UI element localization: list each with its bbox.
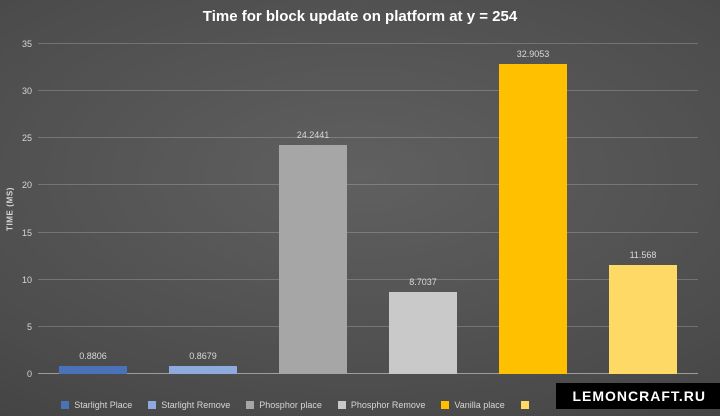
gridline	[38, 137, 698, 139]
legend-item	[520, 401, 529, 409]
bar-vanilla-place	[498, 63, 568, 374]
legend-label: Starlight Remove	[161, 400, 231, 410]
legend-swatch-icon	[441, 401, 450, 409]
gridline	[38, 43, 698, 44]
y-tick-label: 15	[21, 227, 32, 238]
bar-value-label: 24.2441	[296, 130, 330, 141]
gridline	[38, 373, 698, 374]
legend-swatch-icon	[246, 401, 255, 409]
gridline	[38, 325, 698, 327]
legend-label: Vanilla place	[454, 400, 505, 410]
legend: Starlight Place Starlight Remove Phosphor …	[0, 400, 590, 410]
legend-item: Phosphor place	[246, 400, 322, 410]
gridline	[38, 231, 698, 233]
watermark: LEMONCRAFT.RU	[556, 383, 720, 409]
legend-label: Starlight Place	[74, 400, 133, 410]
y-tick-label: 20	[21, 180, 32, 191]
y-tick-label: 0	[26, 369, 32, 379]
bar-value-label: 11.568	[629, 249, 657, 260]
y-tick-label: 10	[21, 274, 32, 285]
gridline	[38, 90, 698, 92]
legend-label: Phosphor place	[259, 400, 322, 410]
y-tick-label: 25	[21, 133, 32, 144]
legend-item: Starlight Remove	[148, 400, 230, 410]
legend-item: Starlight Place	[61, 400, 132, 410]
bar-value-label: 0.8679	[189, 350, 217, 361]
bar-value-label: 8.7037	[409, 276, 437, 287]
bar-starlight-place	[58, 365, 128, 374]
legend-label: Phosphor Remove	[350, 400, 426, 410]
bar-value-label: 32.9053	[516, 48, 550, 59]
y-tick-label: 5	[26, 321, 32, 332]
legend-swatch-icon	[337, 401, 346, 409]
bar-phosphor-place	[278, 145, 348, 374]
bar-value-label: 0.8806	[79, 350, 107, 361]
chart-title: Time for block update on platform at y =…	[202, 8, 518, 25]
legend-item: Phosphor Remove	[337, 400, 426, 410]
y-tick-label: 35	[21, 39, 32, 49]
y-tick-label: 30	[21, 86, 32, 97]
gridline	[38, 184, 698, 186]
bar-starlight-remove	[168, 365, 238, 374]
legend-swatch-icon	[520, 401, 529, 409]
gridline	[38, 278, 698, 280]
bar-phosphor-remove	[388, 291, 458, 374]
y-axis-title: TIME (MS)	[5, 186, 15, 232]
legend-item: Vanilla place	[441, 400, 505, 410]
legend-swatch-icon	[148, 401, 157, 409]
bar-vanilla-remove	[608, 264, 678, 374]
plot-area: 0.8806 0.8679 24.2441 8.7037 32.9053 11.568	[38, 43, 698, 374]
legend-swatch-icon	[61, 401, 70, 409]
